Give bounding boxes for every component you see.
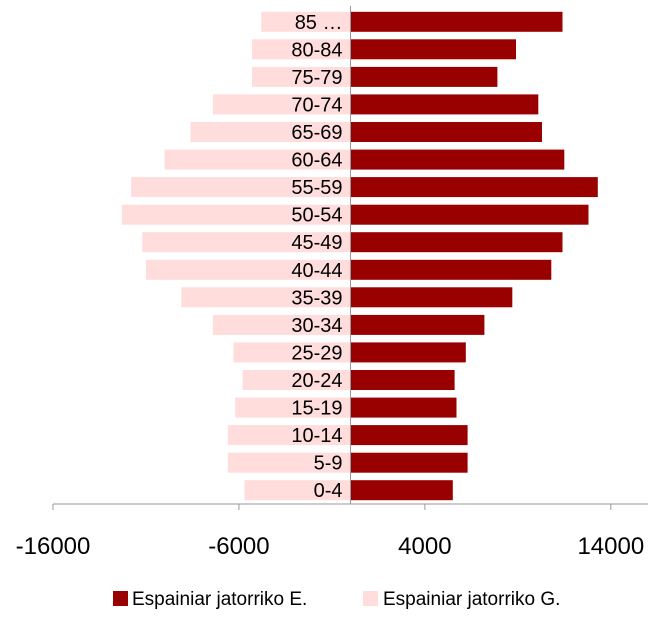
category-label-15: 75-79 [291, 67, 342, 89]
x-tick-label-3: 14000 [577, 533, 644, 560]
category-label-1: 5-9 [314, 453, 343, 475]
x-tick-label-2: 4000 [398, 533, 451, 560]
category-label-13: 65-69 [291, 122, 342, 144]
bar-series0-1 [350, 452, 468, 473]
category-label-6: 30-34 [291, 315, 342, 337]
bar-series1-13 [190, 122, 351, 142]
legend-swatch-espainiar-jatorriko-e [113, 591, 128, 606]
x-tick-label-0: -16000 [16, 533, 91, 560]
bar-series0-2 [350, 425, 468, 446]
bar-series0-12 [350, 149, 565, 170]
legend-label-espainiar-jatorriko-g: Espainiar jatorriko G. [383, 589, 560, 610]
legend-label-espainiar-jatorriko-e: Espainiar jatorriko E. [132, 589, 307, 610]
bar-series1-17 [261, 11, 351, 32]
category-label-9: 45-49 [291, 232, 342, 254]
bar-series0-8 [350, 259, 552, 280]
bar-series1-11 [131, 177, 351, 198]
category-label-8: 40-44 [291, 260, 342, 282]
bar-series1-6 [212, 314, 351, 335]
bar-series1-7 [181, 287, 351, 308]
bar-series1-1 [227, 452, 351, 473]
bar-series0-10 [350, 204, 589, 225]
category-label-4: 20-24 [291, 370, 342, 392]
bar-series1-16 [252, 39, 351, 60]
bar-series1-0 [244, 480, 351, 501]
bar-series1-5 [233, 342, 351, 363]
bar-series0-9 [350, 232, 563, 253]
category-label-11: 55-59 [291, 177, 342, 199]
bar-series0-13 [350, 122, 542, 142]
bar-series0-16 [350, 39, 516, 60]
bar-series1-3 [235, 397, 351, 418]
bar-series0-7 [350, 287, 513, 308]
bar-series1-2 [227, 425, 351, 446]
bar-series0-0 [350, 480, 453, 501]
bar-series0-17 [350, 11, 563, 32]
bar-series0-11 [350, 177, 598, 198]
bar-series0-15 [350, 66, 498, 87]
bar-series1-10 [121, 204, 351, 225]
bar-series1-8 [146, 259, 351, 280]
legend: Espainiar jatorriko E. Espainiar jatorri… [113, 589, 560, 610]
category-label-16: 80-84 [291, 39, 342, 61]
category-label-7: 35-39 [291, 287, 342, 309]
category-label-10: 50-54 [291, 205, 342, 227]
bars-layer [121, 11, 598, 501]
category-label-2: 10-14 [291, 425, 342, 447]
bar-series0-14 [350, 94, 539, 115]
bar-series0-5 [350, 342, 466, 363]
bar-series0-4 [350, 370, 455, 390]
bar-series1-12 [164, 149, 351, 170]
category-label-12: 60-64 [291, 150, 342, 172]
bar-series1-9 [142, 232, 351, 253]
bar-series1-14 [212, 94, 351, 115]
bar-series0-3 [350, 397, 457, 418]
category-label-0: 0-4 [314, 480, 343, 502]
category-label-5: 25-29 [291, 342, 342, 364]
bar-series1-4 [242, 370, 351, 390]
x-tick-label-1: -6000 [208, 533, 269, 560]
category-label-3: 15-19 [291, 398, 342, 420]
x-axis-ticks: -16000 -6000 4000 14000 [16, 504, 644, 560]
category-label-14: 70-74 [291, 94, 342, 116]
legend-swatch-espainiar-jatorriko-g [363, 591, 378, 606]
bar-series1-15 [252, 66, 351, 87]
category-labels: 0-4 5-9 10-14 15-19 20-24 25-29 30-34 35-39 40-4… [291, 12, 342, 502]
bar-series0-6 [350, 314, 485, 335]
category-label-17: 85 … [295, 12, 343, 34]
